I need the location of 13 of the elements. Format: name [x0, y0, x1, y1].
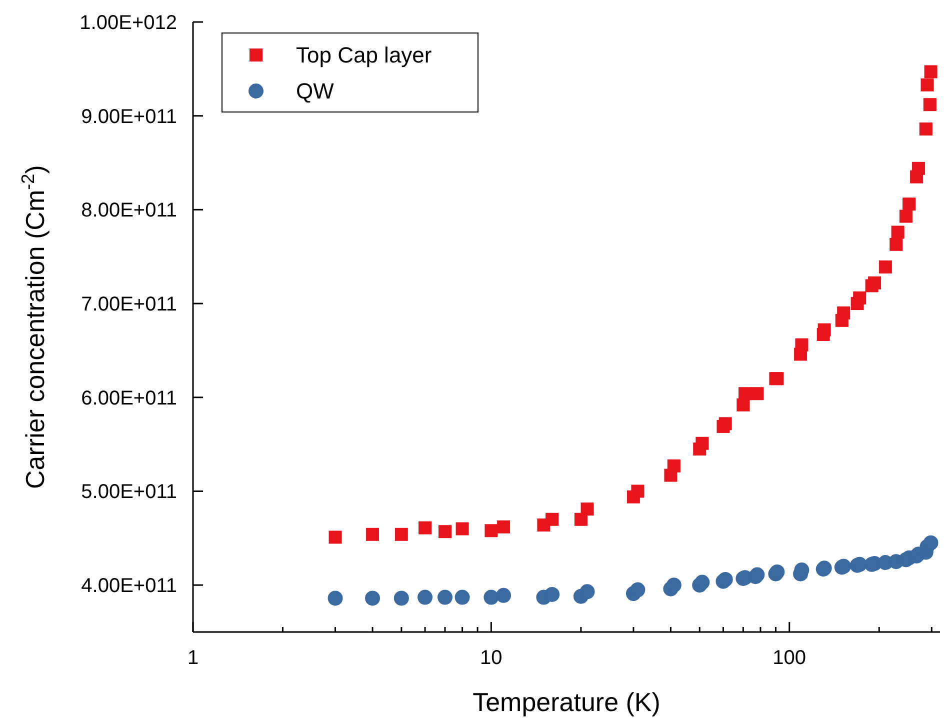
- y-tick-label: 7.00E+011: [81, 294, 177, 316]
- x-tick-label: 1: [187, 647, 199, 669]
- y-tick-label: 4.00E+011: [81, 575, 177, 598]
- y-tick-label: 8.00E+011: [81, 200, 177, 222]
- y-tick-label: 1.00E+012: [80, 12, 177, 34]
- y-tick-label: 6.00E+011: [81, 387, 177, 410]
- legend-label: Top Cap layer: [296, 42, 432, 68]
- x-tick-label: 10: [480, 647, 502, 669]
- y-tick-label: 5.00E+011: [81, 481, 177, 504]
- legend-label: QW: [296, 78, 334, 104]
- x-axis-title: Temperature (K): [472, 687, 660, 717]
- y-tick-label: 9.00E+011: [81, 106, 177, 128]
- x-tick-label: 100: [772, 647, 806, 669]
